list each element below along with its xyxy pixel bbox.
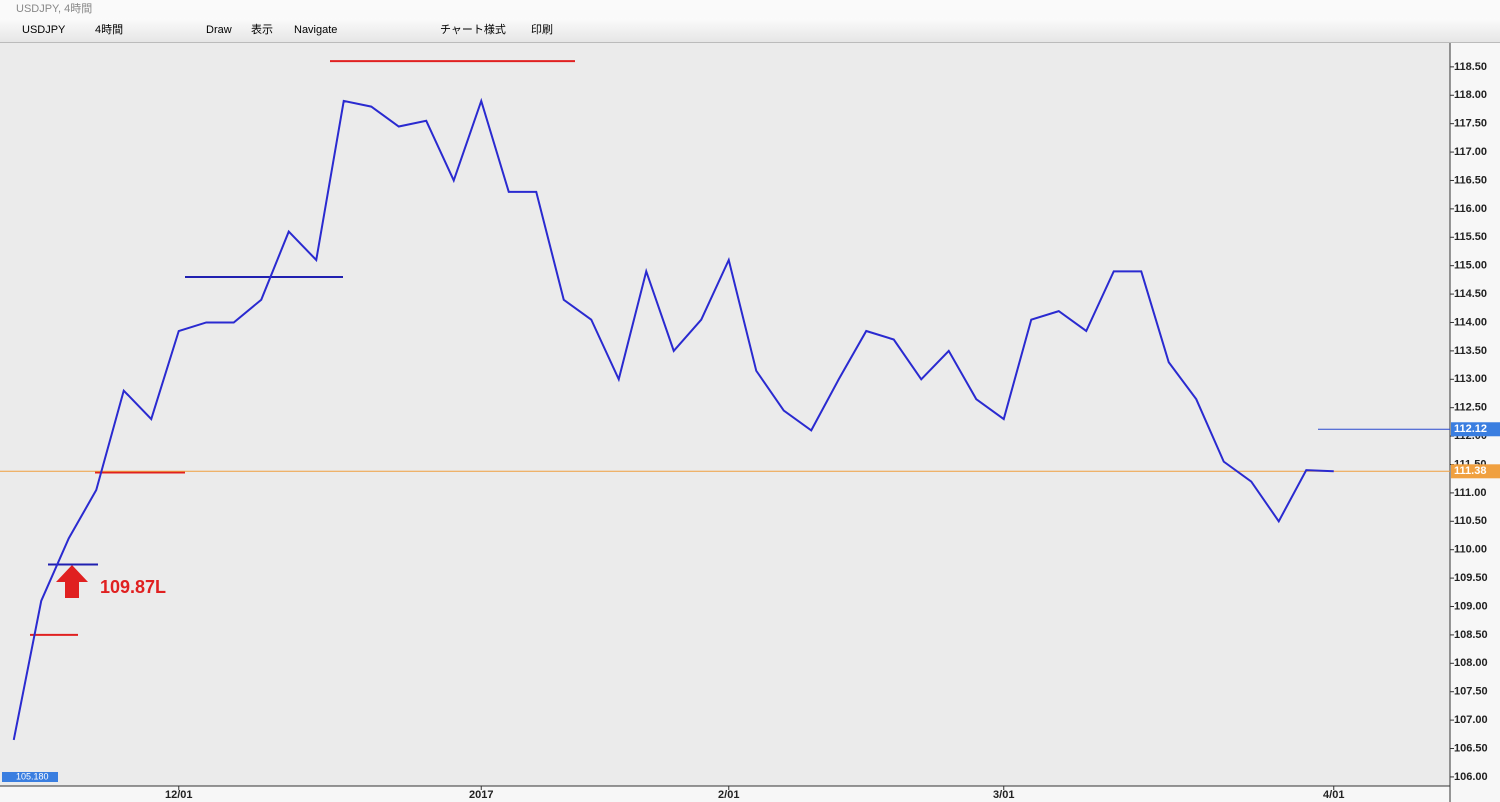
y-tick-label: 108.50 — [1454, 629, 1488, 641]
y-tick-label: 113.00 — [1454, 373, 1487, 385]
arrow — [56, 565, 88, 598]
toolbar: USDJPY 4時間 Draw 表示 Navigate チャート様式 印刷 — [0, 18, 1500, 43]
price-tag: 112.12 — [1454, 423, 1487, 435]
low-marker-box — [2, 772, 58, 782]
chart-style-button[interactable]: チャート様式 — [440, 24, 506, 36]
y-tick-label: 116.00 — [1454, 203, 1487, 215]
current-price-tag: 111.38 — [1454, 465, 1486, 477]
y-tick-label: 106.00 — [1454, 771, 1488, 783]
y-tick-label: 114.50 — [1454, 288, 1487, 300]
window-title: USDJPY, 4時間 — [16, 3, 93, 15]
y-tick-label: 115.50 — [1454, 231, 1487, 243]
view-button[interactable]: 表示 — [251, 24, 273, 36]
x-tick-label: 3/01 — [993, 789, 1014, 801]
y-tick-label: 109.00 — [1454, 600, 1488, 612]
y-tick-label: 117.00 — [1454, 146, 1487, 158]
navigate-button[interactable]: Navigate — [294, 24, 338, 36]
y-tick-label: 106.50 — [1454, 742, 1488, 754]
title-bar: USDJPY, 4時間 — [0, 0, 1500, 18]
x-tick-label: 2/01 — [718, 789, 739, 801]
y-tick-label: 117.50 — [1454, 118, 1487, 130]
y-tick-label: 115.00 — [1454, 260, 1487, 272]
y-tick-label: 116.50 — [1454, 174, 1487, 186]
x-tick-label: 2017 — [469, 789, 493, 801]
x-tick-label: 4/01 — [1323, 789, 1344, 801]
period-button[interactable]: 4時間 — [95, 24, 124, 36]
price-line — [12, 97, 1334, 741]
y-tick-label: 107.00 — [1454, 714, 1488, 726]
y-tick-label: 111.00 — [1454, 487, 1486, 499]
y-tick-label: 107.50 — [1454, 686, 1488, 698]
y-tick-label: 118.00 — [1454, 89, 1487, 101]
annotation: 109.87L — [100, 577, 166, 597]
current-price-tag-box — [1451, 464, 1500, 479]
y-tick-label: 118.50 — [1454, 61, 1487, 73]
y-tick-label: 108.00 — [1454, 657, 1488, 669]
draw-button[interactable]: Draw — [206, 24, 232, 36]
time-axis — [0, 786, 1450, 802]
y-tick-label: 109.50 — [1454, 572, 1488, 584]
x-tick-label: 12/01 — [165, 789, 193, 801]
plot-area — [0, 43, 1450, 786]
price-tag-box — [1451, 422, 1500, 437]
y-tick-label: 110.00 — [1454, 544, 1487, 556]
y-tick-label: 113.50 — [1454, 345, 1487, 357]
y-tick-label: 114.00 — [1454, 316, 1487, 328]
low-marker: 105.180 — [16, 771, 49, 781]
symbol-button[interactable]: USDJPY — [22, 24, 66, 36]
print-button[interactable]: 印刷 — [531, 24, 553, 36]
y-tick-label: 110.50 — [1454, 515, 1487, 527]
y-tick-label: 112.50 — [1454, 402, 1487, 414]
